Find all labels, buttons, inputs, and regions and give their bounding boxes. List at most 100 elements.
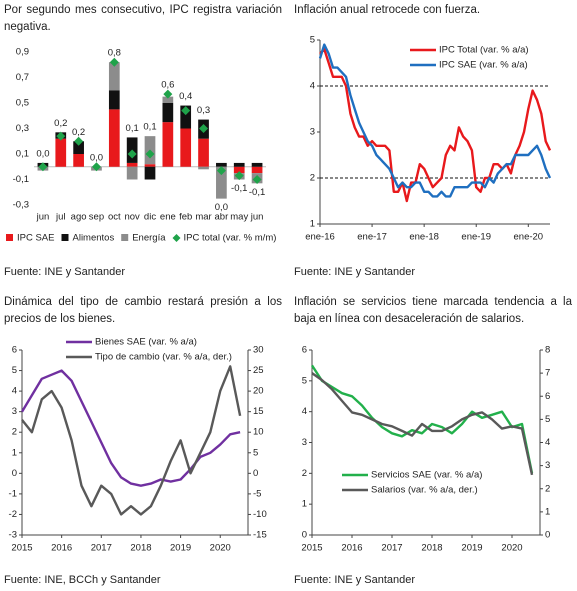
x-tick-label: 2018 [421,543,442,554]
x-tick-label: 2015 [11,543,32,554]
chart-title: Inflación anual retrocede con fuerza. [294,4,481,16]
source: Fuente: INE y Santander [294,574,416,586]
chart: -0,3 -0,1 0,1 0,3 0,5 0,7 0,9 jun 0,0 jul 0,2 ago 0,… [6,47,277,244]
total-marker [91,162,101,172]
panel: Inflación anual retrocede con fuerza. 1 2… [290,0,577,290]
bar-segment [233,166,245,174]
total-marker [109,57,119,67]
x-tick-label: ene-20 [514,232,544,243]
y2-tick-label: 8 [545,345,550,356]
legend-swatch [172,234,181,242]
value-label: 0,2 [72,127,85,138]
x-tick-label: 2019 [461,543,482,554]
y-tick-label: 0,9 [16,47,29,58]
series-line [310,364,534,474]
y-tick-label: 2 [12,427,17,438]
x-tick-label: 2017 [91,543,112,554]
y-tick-label: 0,5 [16,98,29,109]
value-label: 0,1 [143,122,156,133]
y2-tick-label: 15 [253,406,264,417]
y-tick-label: 4 [310,81,315,92]
x-tick-label: jul [55,212,66,223]
series-line [311,372,534,476]
panel: Por segundo mes consecutivo, IPC registr… [0,0,287,290]
value-label: 0,8 [108,48,121,59]
value-label: -0,1 [249,187,265,198]
y-tick-label: 3 [12,406,17,417]
y-tick-label: 3 [310,127,315,138]
bar-segment [126,166,138,180]
chart: 0 1 2 3 4 5 6 0 1 2 3 4 5 6 7 8 2015 2016 2017 2018 2019 2020… [301,345,550,554]
panel: Dinámica del tipo de cambio restará pres… [0,292,287,591]
legend-label: IPC SAE (var. % a/a) [439,60,528,71]
y2-tick-label: -15 [253,530,267,541]
y-tick-label: 0 [12,468,17,479]
bar-segment [198,138,209,167]
bar-segment [233,162,245,167]
value-label: 0,2 [54,118,67,129]
x-tick-label: ene-19 [461,232,491,243]
y2-tick-label: 5 [253,447,258,458]
series-line [20,369,241,487]
bar-segment [144,166,156,180]
bar-segment [251,166,263,174]
y-tick-label: -1 [9,488,17,499]
y-tick-label: 2 [310,173,315,184]
x-tick-label: 2020 [501,543,522,554]
bar-segment [162,122,174,167]
value-label: 0,0 [36,148,49,159]
legend-label: IPC total (var. % m/m) [184,233,277,244]
y2-tick-label: 30 [253,345,264,356]
x-tick-label: ene-16 [305,232,335,243]
x-tick-label: jun [36,212,50,223]
y-tick-label: 5 [302,375,307,386]
legend-swatch [121,234,129,241]
y2-tick-label: 20 [253,386,264,397]
bar-segment [180,105,192,129]
y-tick-label: 0 [302,530,307,541]
total-marker [145,149,155,159]
total-marker [234,171,244,181]
total-marker [199,124,209,133]
chart-title: Inflación se servicios tiene marcada ten… [294,296,572,325]
y-tick-label: 6 [12,345,17,356]
x-tick-label: ene-18 [409,232,439,243]
y2-tick-label: -5 [253,488,261,499]
total-marker [127,149,137,159]
bar-segment [126,162,138,167]
x-tick-label: ago [71,212,87,223]
chart: 1 2 3 4 5 ene-16 ene-17 ene-18 ene-19 ene-20 IPC T… [305,35,552,243]
bar-segment [73,141,84,154]
y-tick-label: 2 [302,468,307,479]
total-marker [74,136,84,146]
value-label: 0,1 [126,123,139,134]
x-tick-label: abr [215,212,229,223]
bar-segment [251,162,263,167]
y2-tick-label: 4 [545,437,550,448]
x-tick-label: 2018 [130,543,151,554]
y-tick-label: 1 [12,447,17,458]
bar-segment [108,90,120,110]
legend-swatch [6,234,13,241]
series-line [319,48,552,203]
x-tick-label: dic [144,212,156,223]
y-tick-label: 0,7 [16,72,29,83]
x-tick-label: jun [250,212,264,223]
y-tick-label: -3 [9,530,17,541]
bar-segment [108,62,120,91]
y2-tick-label: -10 [253,509,267,520]
bar-segment [108,109,120,167]
legend-label: IPC SAE [17,233,55,244]
panel: Inflación se servicios tiene marcada ten… [290,292,577,591]
y2-tick-label: 7 [545,368,550,379]
x-tick-label: ene-17 [357,232,387,243]
y-tick-label: 5 [310,35,315,46]
total-marker [252,175,262,184]
bar-segment [162,103,174,123]
y2-tick-label: 2 [545,483,550,494]
bar-segment [216,166,227,199]
chart-title: Dinámica del tipo de cambio restará pres… [4,296,282,325]
legend-label: Salarios (var. % a/a, der.) [371,485,478,496]
